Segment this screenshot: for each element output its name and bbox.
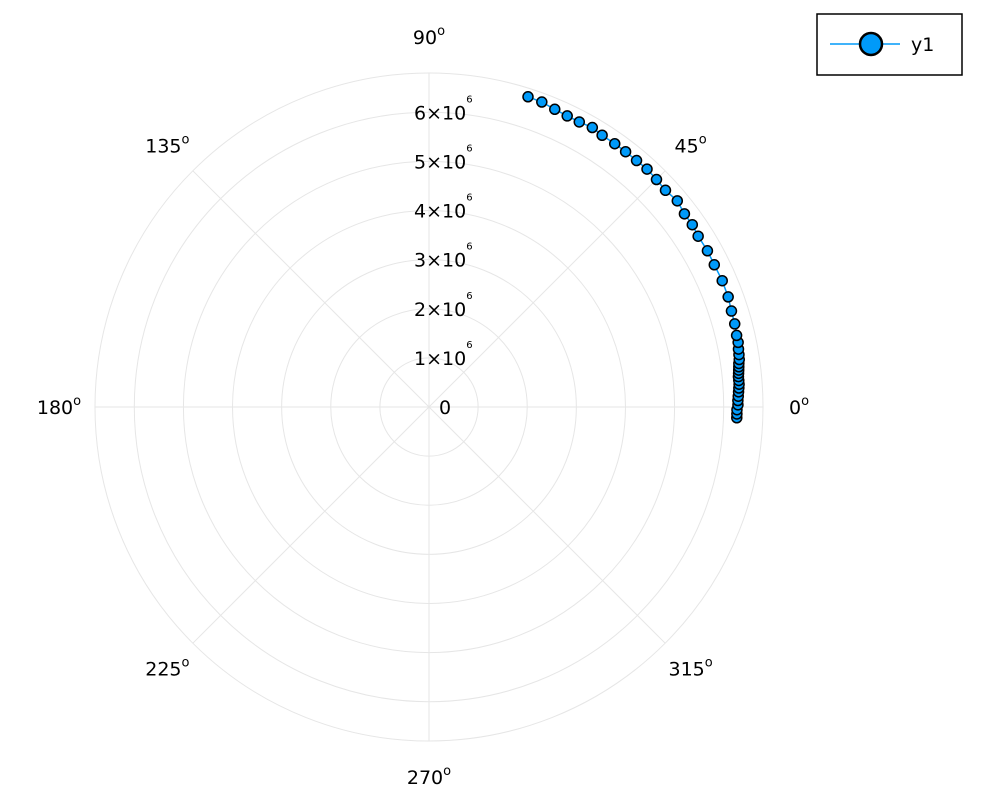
data-point-y1-20 xyxy=(728,318,741,330)
data-point-y1-42 xyxy=(522,91,534,103)
legend-entry-y1: y1 xyxy=(911,34,934,56)
data-point-y1-30 xyxy=(659,184,672,197)
legend-marker-swatch xyxy=(858,31,884,57)
series-y1 xyxy=(522,91,746,424)
data-point-y1-32 xyxy=(641,163,653,175)
data-point-y1-40 xyxy=(549,103,561,116)
data-point-y1-25 xyxy=(701,245,714,257)
data-point-y1-34 xyxy=(619,145,632,158)
data-point-y1-28 xyxy=(678,208,691,220)
angle-tick-label-225: 225o xyxy=(145,656,189,681)
grid-spoke-225 xyxy=(192,406,430,644)
data-point-y1-38 xyxy=(573,116,586,128)
data-point-y1-37 xyxy=(586,121,599,134)
data-point-y1-35 xyxy=(608,137,621,150)
data-point-y1-29 xyxy=(671,195,684,207)
angle-tick-label-90: 90o xyxy=(413,24,445,49)
data-point-y1-23 xyxy=(716,274,728,287)
data-point-y1-24 xyxy=(708,259,721,271)
angle-tick-label-0: 0o xyxy=(789,394,809,419)
angle-tick-label-270: 270o xyxy=(407,764,451,789)
data-point-y1-41 xyxy=(536,96,548,108)
radial-tick-label-5: 5×106 xyxy=(414,143,473,173)
radial-tick-label-2: 2×106 xyxy=(414,291,473,321)
data-point-y1-33 xyxy=(630,154,643,167)
data-point-y1-19 xyxy=(730,329,743,342)
data-point-y1-27 xyxy=(686,218,699,231)
radial-tick-label-3: 3×106 xyxy=(414,242,473,272)
radial-tick-label-0: 0 xyxy=(439,397,451,419)
radial-tick-label-1: 1×106 xyxy=(414,340,473,370)
data-point-y1-21 xyxy=(725,305,738,317)
radial-tick-label-6: 6×106 xyxy=(414,94,473,124)
data-point-y1-31 xyxy=(650,173,663,186)
data-point-y1-22 xyxy=(722,291,734,303)
grid-spoke-315 xyxy=(428,406,666,644)
angle-tick-label-180: 180o xyxy=(37,394,81,419)
angle-tick-label-135: 135o xyxy=(145,132,189,157)
polar-grid xyxy=(94,72,764,742)
data-point-y1-36 xyxy=(596,129,608,141)
radial-tick-label-4: 4×106 xyxy=(414,193,473,223)
radial-tick-labels: 0 1×106 2×106 3×106 4×106 5×106 6×106 xyxy=(414,94,473,419)
angle-tick-label-45: 45o xyxy=(675,132,707,157)
grid-spoke-135 xyxy=(192,170,430,408)
data-point-y1-26 xyxy=(692,230,704,242)
angle-tick-label-315: 315o xyxy=(669,656,713,681)
grid-spoke-45 xyxy=(428,170,666,408)
series-line-y1 xyxy=(527,96,741,418)
legend: y1 xyxy=(816,13,963,76)
data-point-y1-39 xyxy=(561,110,573,122)
